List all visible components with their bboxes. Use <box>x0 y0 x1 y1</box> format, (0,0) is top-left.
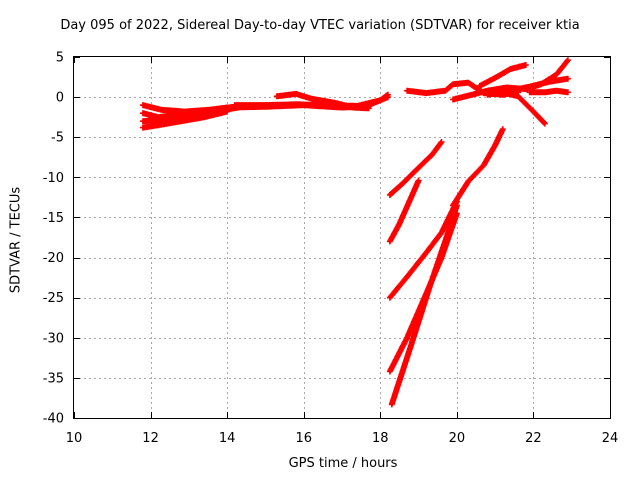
y-tick-label: -35 <box>43 371 64 386</box>
series-arc-11 <box>507 75 571 94</box>
series-markers <box>484 89 548 127</box>
grid <box>74 57 610 418</box>
series-descent-2 <box>386 177 422 245</box>
x-axis-label: GPS time / hours <box>288 456 398 471</box>
y-tick-label: -25 <box>43 291 64 306</box>
series-markers <box>450 126 506 209</box>
y-axis-label: SDTVAR / TECUs <box>8 186 24 294</box>
series-markers <box>273 90 372 112</box>
series-markers <box>388 202 460 408</box>
tick-layer: 10 12 14 16 18 20 22 24 5 0 -5 -10 -15 -20 -25 -30 -35 -4… <box>43 51 619 447</box>
y-tick-label: -30 <box>43 331 64 346</box>
series-markers <box>526 87 571 96</box>
x-tick-label: 16 <box>295 431 312 446</box>
x-tick-label: 10 <box>66 431 83 446</box>
plot-frame <box>73 56 611 419</box>
x-tick-label: 22 <box>525 431 542 446</box>
series-markers <box>386 198 460 301</box>
series-arc-6 <box>273 90 372 112</box>
series-markers <box>507 75 571 94</box>
series-arc-4 <box>139 104 242 125</box>
x-tick-label: 18 <box>372 431 389 446</box>
y-tick-label: -5 <box>51 131 64 146</box>
y-tick-label: -20 <box>43 251 64 266</box>
series-arc-9 <box>476 62 529 89</box>
chart-title: Day 095 of 2022, Sidereal Day-to-day VTE… <box>60 18 580 33</box>
x-tick-label: 12 <box>142 431 159 446</box>
y-tick-label: -40 <box>43 412 64 427</box>
series-layer <box>139 57 571 408</box>
series-descent-1 <box>386 139 445 198</box>
series-descent-3 <box>386 198 460 301</box>
x-tick-label: 24 <box>602 431 619 446</box>
x-tick-label: 20 <box>449 431 466 446</box>
y-tick-label: -15 <box>43 211 64 226</box>
y-tick-label: 0 <box>56 91 64 106</box>
series-descent-5 <box>388 202 460 408</box>
series-arc-12 <box>526 87 571 96</box>
y-tick-label: 5 <box>56 51 64 66</box>
series-descent-6 <box>450 126 506 209</box>
series-arc-10 <box>484 89 548 127</box>
series-markers <box>139 104 242 125</box>
series-markers <box>386 139 445 198</box>
y-tick-label: -10 <box>43 171 64 186</box>
x-tick-label: 14 <box>219 431 236 446</box>
series-markers <box>476 62 529 89</box>
series-markers <box>386 177 422 245</box>
